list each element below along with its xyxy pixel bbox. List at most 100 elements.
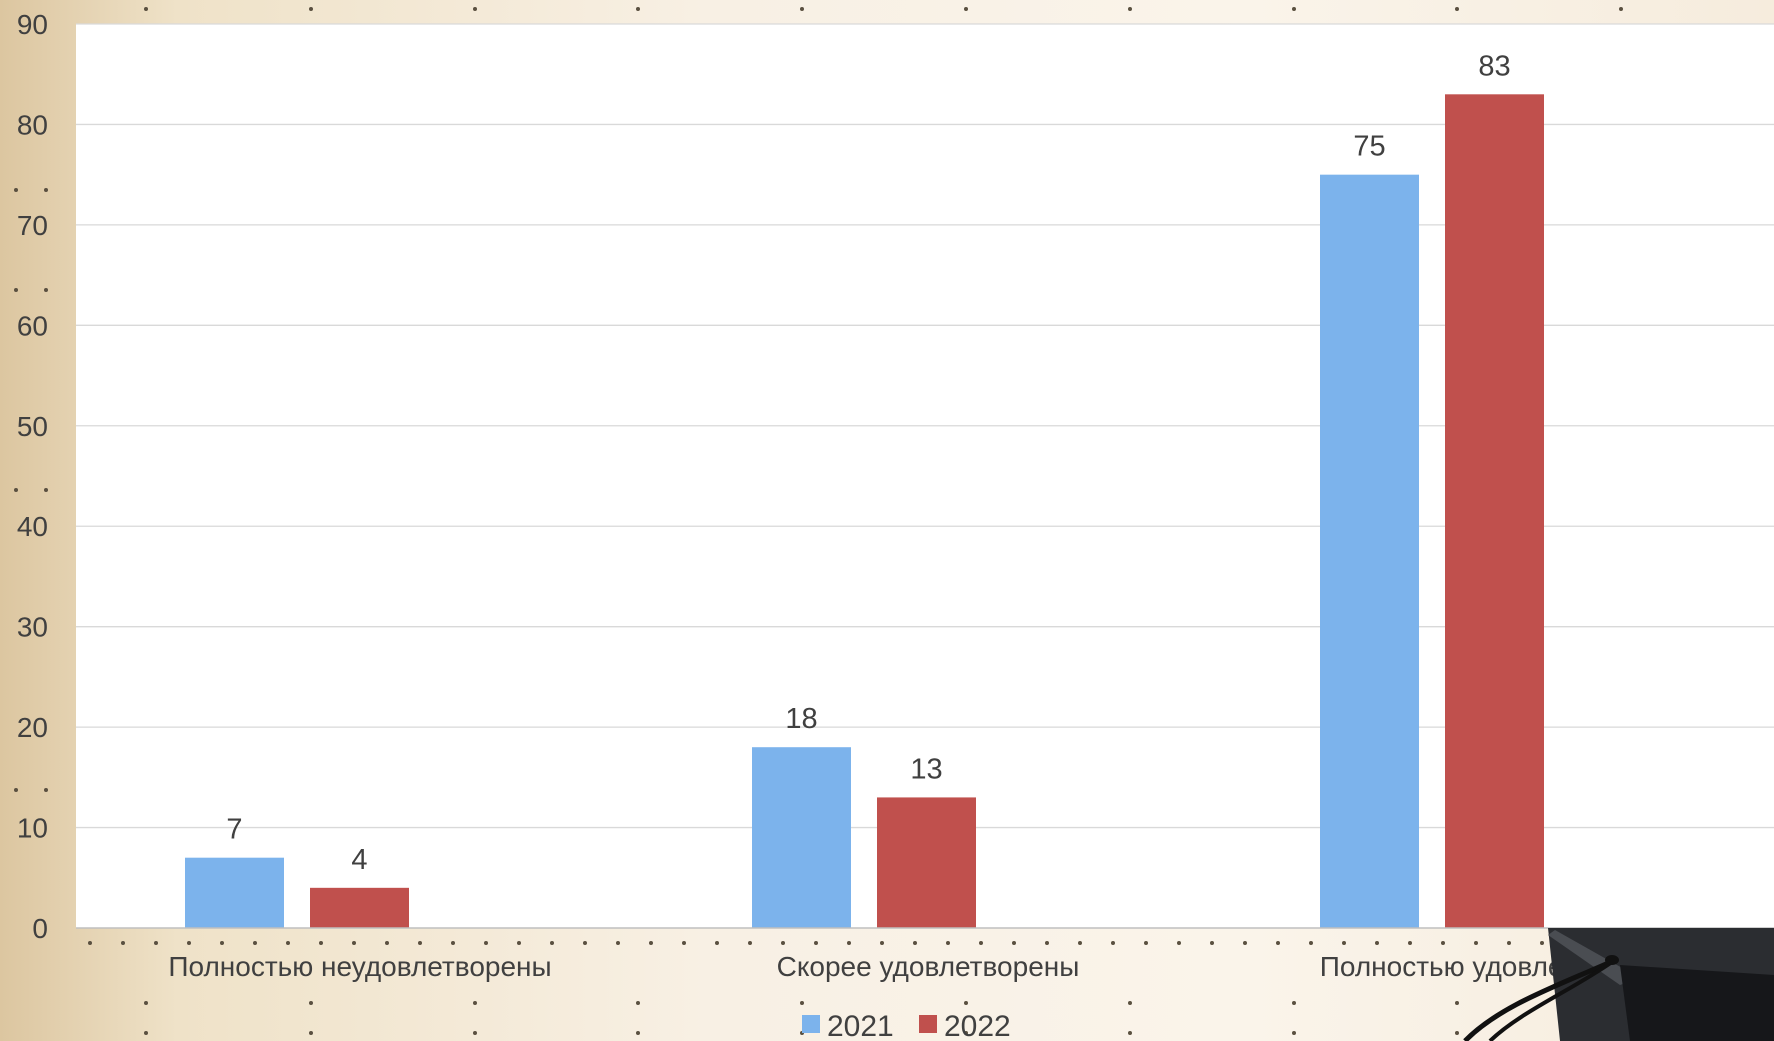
decor-dot — [1276, 941, 1280, 945]
decor-dot — [636, 1031, 640, 1035]
decor-dot — [517, 941, 521, 945]
decor-dot — [1408, 941, 1412, 945]
y-tick-label: 30 — [17, 612, 48, 643]
decor-dot — [144, 7, 148, 11]
decor-dot — [14, 488, 18, 492]
decor-dot — [1177, 941, 1181, 945]
decor-dot — [550, 941, 554, 945]
decor-dot — [616, 941, 620, 945]
y-tick-label: 60 — [17, 310, 48, 341]
decor-dot — [946, 941, 950, 945]
decor-dot — [781, 941, 785, 945]
decor-dot — [800, 1001, 804, 1005]
data-label: 4 — [351, 844, 367, 876]
decor-dot — [1342, 941, 1346, 945]
decor-dot — [979, 941, 983, 945]
decor-dot — [309, 7, 313, 11]
decor-dot — [309, 1031, 313, 1035]
data-label: 75 — [1353, 131, 1385, 163]
decor-dot — [1210, 941, 1214, 945]
decor-dot — [1292, 1001, 1296, 1005]
bar-2021-1 — [185, 857, 284, 928]
decor-dot — [44, 788, 48, 792]
decor-dot — [187, 941, 191, 945]
decor-dot — [220, 941, 224, 945]
decor-dot — [1243, 941, 1247, 945]
decor-dot — [286, 941, 290, 945]
decor-dot — [636, 1001, 640, 1005]
y-axis-ticks: 0 10 20 30 40 50 60 70 80 90 — [17, 9, 48, 944]
decor-dot — [473, 1001, 477, 1005]
decor-dot — [144, 1031, 148, 1035]
decor-dot — [1012, 941, 1016, 945]
bar-2022-3 — [1445, 94, 1544, 929]
decor-dot — [44, 288, 48, 292]
decor-dot — [880, 941, 884, 945]
decor-dot — [14, 188, 18, 192]
decor-dot — [309, 1001, 313, 1005]
decor-dot — [847, 941, 851, 945]
y-tick-label: 90 — [17, 9, 48, 40]
decor-dot — [1292, 7, 1296, 11]
decor-dot — [473, 1031, 477, 1035]
decor-dot — [964, 7, 968, 11]
graduation-cap-illustration — [1463, 928, 1774, 1041]
decor-dot — [636, 7, 640, 11]
y-tick-label: 10 — [17, 813, 48, 844]
legend-swatch-2022 — [919, 1015, 937, 1033]
decor-dot — [1128, 7, 1132, 11]
decor-dot — [1128, 1001, 1132, 1005]
decor-dot — [1619, 7, 1623, 11]
decor-dot — [814, 941, 818, 945]
decor-dot — [682, 941, 686, 945]
legend-label-2022: 2022 — [944, 1010, 1011, 1041]
bar-2022-2 — [877, 797, 976, 928]
decor-dot — [1309, 941, 1313, 945]
y-tick-label: 70 — [17, 210, 48, 241]
decor-dot — [1375, 941, 1379, 945]
decor-dot — [964, 1001, 968, 1005]
decor-dot — [715, 941, 719, 945]
y-tick-label: 50 — [17, 411, 48, 442]
dotted-background-decoration — [14, 7, 1774, 1035]
y-tick-label: 80 — [17, 109, 48, 140]
data-label: 7 — [226, 814, 242, 846]
y-tick-label: 0 — [32, 913, 48, 944]
decor-dot — [1455, 1001, 1459, 1005]
decor-dot — [154, 941, 158, 945]
decor-dot — [1540, 941, 1544, 945]
decor-dot — [583, 941, 587, 945]
data-label: 13 — [910, 753, 942, 785]
decor-dot — [964, 1031, 968, 1035]
decor-dot — [14, 288, 18, 292]
data-label: 83 — [1478, 50, 1510, 82]
decor-dot — [14, 788, 18, 792]
decor-dot — [1455, 1031, 1459, 1035]
decor-dot — [88, 941, 92, 945]
x-tick-label: Полностью неудовлетворены — [168, 951, 551, 982]
decor-dot — [319, 941, 323, 945]
decor-dot — [800, 7, 804, 11]
decor-dot — [1111, 941, 1115, 945]
x-tick-label: Скорее удовлетворены — [777, 951, 1080, 982]
decor-dot — [1455, 7, 1459, 11]
bars — [185, 94, 1544, 929]
data-labels: 7 18 75 4 13 83 — [226, 50, 1510, 876]
decor-dot — [649, 941, 653, 945]
legend: 2021 2022 — [802, 1010, 1011, 1041]
decor-dot — [1474, 941, 1478, 945]
bar-2022-1 — [310, 887, 409, 928]
decor-dot — [1045, 941, 1049, 945]
decor-dot — [473, 7, 477, 11]
decor-dot — [121, 941, 125, 945]
decor-dot — [1128, 1031, 1132, 1035]
data-label: 18 — [785, 703, 817, 735]
x-axis-tick-labels: Полностью неудовлетворены Скорее удовлетв… — [168, 951, 1672, 982]
decor-dot — [352, 941, 356, 945]
legend-label-2021: 2021 — [827, 1010, 894, 1041]
bar-2021-3 — [1320, 174, 1419, 928]
bar-2021-2 — [752, 747, 851, 928]
decor-dot — [1507, 941, 1511, 945]
decor-dot — [418, 941, 422, 945]
